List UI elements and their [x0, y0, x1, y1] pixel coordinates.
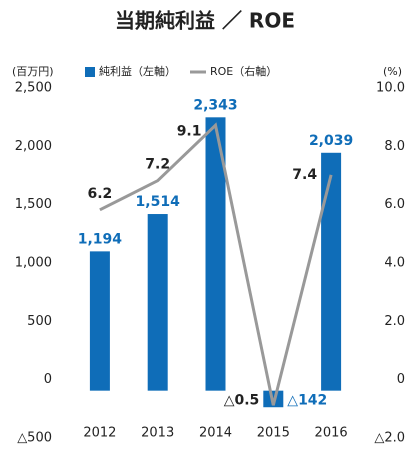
legend-label: 純利益（左軸）	[99, 64, 176, 78]
y2-tick-label: 0	[397, 372, 405, 387]
x-tick-label: 2013	[141, 426, 174, 441]
x-tick-label: 2012	[83, 426, 116, 441]
y2-tick-label: 4.0	[384, 256, 405, 271]
y2-tick-label: 10.0	[376, 81, 405, 96]
bar	[321, 152, 342, 391]
y2-tick-label: 2.0	[384, 314, 405, 329]
line-value-label: △0.5	[224, 393, 260, 409]
legend-label: ROE（右軸）	[210, 64, 277, 78]
y-tick-label: 1,500	[15, 197, 52, 212]
y-tick-label: △500	[17, 431, 52, 446]
legend-swatch	[85, 67, 95, 77]
roe-line	[99, 122, 333, 406]
y-tick-label: 0	[44, 372, 52, 387]
bar-value-label: △142	[287, 393, 327, 409]
y-axis-label: (百万円)	[12, 65, 54, 78]
line-value-label: 9.1	[177, 123, 202, 139]
y-tick-label: 1,000	[15, 256, 52, 271]
line-value-label: 6.2	[87, 186, 112, 202]
line-value-label: 7.4	[292, 167, 317, 183]
bar-value-label: 2,343	[193, 97, 237, 113]
bar-value-label: 1,514	[136, 194, 181, 210]
chart-title: 当期純利益 ／ ROE	[115, 9, 295, 33]
x-tick-label: 2015	[257, 426, 290, 441]
y-tick-label: 500	[27, 314, 52, 329]
y2-tick-label: 8.0	[384, 139, 405, 154]
y2-tick-label: 6.0	[384, 197, 405, 212]
y-tick-label: 2,500	[15, 81, 52, 96]
y-tick-label: 2,000	[15, 139, 52, 154]
x-tick-label: 2014	[199, 426, 232, 441]
y2-tick-label: △2.0	[374, 431, 405, 446]
bar	[205, 117, 226, 391]
bar	[147, 214, 168, 391]
bar-value-label: 2,039	[309, 133, 353, 149]
x-tick-label: 2016	[315, 426, 348, 441]
line-value-label: 7.2	[145, 157, 170, 173]
bar-value-label: 1,194	[78, 231, 123, 247]
y2-axis-label: (%)	[383, 65, 402, 78]
bar	[89, 251, 110, 391]
